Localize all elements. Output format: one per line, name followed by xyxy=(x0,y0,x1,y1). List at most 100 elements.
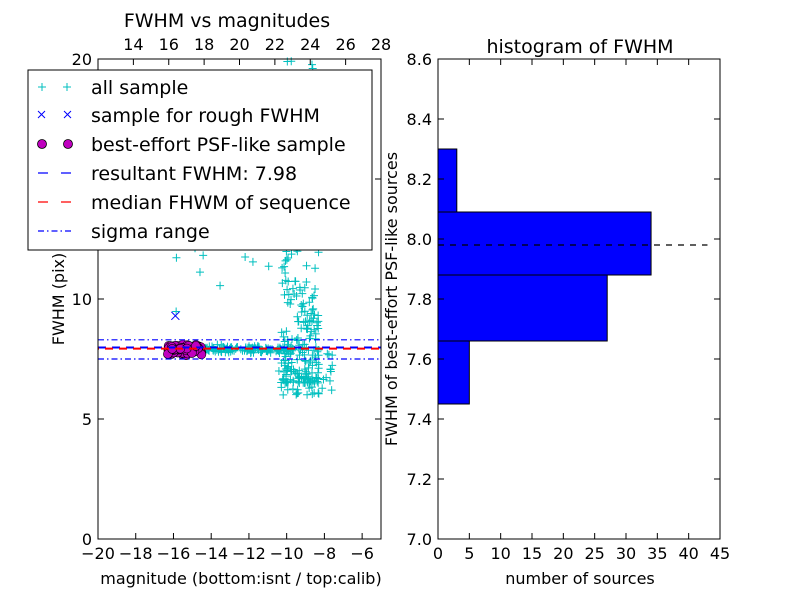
all-sample-point xyxy=(310,325,319,334)
all-sample-point xyxy=(216,281,225,290)
all-sample-point xyxy=(295,373,304,382)
all-sample-point xyxy=(172,253,181,262)
all-sample-point xyxy=(325,376,334,385)
all-sample-point xyxy=(311,264,320,273)
all-sample-point xyxy=(289,378,298,387)
all-sample-point xyxy=(288,385,297,394)
x-tick-label: −8 xyxy=(313,544,337,563)
x-tick-label: −14 xyxy=(194,544,228,563)
x-tick-label: −20 xyxy=(81,544,115,563)
all-sample-point xyxy=(286,350,295,359)
all-sample-point xyxy=(309,314,318,323)
x-tick-label: 35 xyxy=(647,544,667,563)
all-sample-point xyxy=(319,375,328,384)
all-sample-point xyxy=(297,324,306,333)
all-sample-point xyxy=(294,372,303,381)
all-sample-point xyxy=(172,307,181,316)
all-sample-point xyxy=(281,364,290,373)
all-sample-point xyxy=(264,262,273,271)
top-x-tick-label: 16 xyxy=(159,35,179,54)
all-sample-point xyxy=(308,293,317,302)
x-tick-label: 5 xyxy=(464,544,474,563)
histogram-bar xyxy=(437,274,608,342)
all-sample-point xyxy=(307,309,316,318)
top-x-tick-label: 28 xyxy=(371,35,391,54)
all-sample-point xyxy=(221,348,230,357)
all-sample-point xyxy=(294,317,303,326)
x-tick-label: 10 xyxy=(490,544,510,563)
all-sample-point xyxy=(305,358,314,367)
y-tick-label: 8.2 xyxy=(407,170,432,189)
all-sample-point xyxy=(288,335,297,344)
y-tick-label: 20 xyxy=(72,50,92,69)
scatter-reference-lines xyxy=(98,339,381,360)
all-sample-point xyxy=(291,277,300,286)
all-sample-point xyxy=(298,348,307,357)
y-tick-label: 7.4 xyxy=(407,410,432,429)
all-sample-point xyxy=(288,284,297,293)
y-tick-label: 7.6 xyxy=(407,350,432,369)
y-tick-label: 5 xyxy=(82,410,92,429)
x-tick-label: −10 xyxy=(270,544,304,563)
legend-entry-sigma-range: sigma range xyxy=(38,221,210,243)
all-sample-point xyxy=(314,389,323,398)
x-tick-label: 25 xyxy=(584,544,604,563)
y-tick-label: 8.6 xyxy=(407,50,432,69)
x-tick-label: 0 xyxy=(433,544,443,563)
y-tick-label: 7.0 xyxy=(407,530,432,549)
legend-label-psf-sample: best-effort PSF-like sample xyxy=(91,134,346,156)
histogram-bar xyxy=(437,148,458,213)
y-tick-label: 0 xyxy=(82,530,92,549)
all-sample-point xyxy=(304,363,313,372)
all-sample-point xyxy=(303,321,312,330)
all-sample-point xyxy=(314,389,323,398)
all-sample-point xyxy=(310,310,319,319)
all-sample-point xyxy=(292,390,301,399)
legend-circle-marker-icon xyxy=(37,139,47,149)
all-sample-point xyxy=(283,285,292,294)
all-sample-point xyxy=(302,277,311,286)
legend-box xyxy=(27,69,373,251)
all-sample-point xyxy=(195,268,204,277)
all-sample-point xyxy=(305,316,314,325)
all-sample-point xyxy=(312,373,321,382)
all-sample-point xyxy=(308,305,317,314)
all-sample-point xyxy=(307,383,316,392)
all-sample-point xyxy=(305,378,314,387)
all-sample-point xyxy=(328,361,337,370)
all-sample-point xyxy=(297,307,306,316)
legend-entry-psf-sample: best-effort PSF-like sample xyxy=(37,134,346,156)
all-sample-point xyxy=(277,383,286,392)
legend: all sample sample for rough FWHM best-ef… xyxy=(27,69,373,251)
all-sample-point xyxy=(311,353,320,362)
all-sample-point xyxy=(300,283,309,292)
all-sample-point xyxy=(282,327,291,336)
all-sample-point xyxy=(275,349,284,358)
legend-entry-rough-sample: sample for rough FWHM xyxy=(37,105,320,127)
x-tick-label: 20 xyxy=(553,544,573,563)
legend-label-resultant-fwhm: resultant FWHM: 7.98 xyxy=(91,163,297,185)
all-sample-point xyxy=(274,366,283,375)
legend-label-median-fwhm: median FHWM of sequence xyxy=(91,192,351,214)
all-sample-point xyxy=(311,284,320,293)
all-sample-point xyxy=(303,390,312,399)
legend-label-rough-sample: sample for rough FWHM xyxy=(91,105,320,127)
x-tick-label: 30 xyxy=(616,544,636,563)
all-sample-point xyxy=(293,336,302,345)
x-tick-label: 40 xyxy=(678,544,698,563)
all-sample-point xyxy=(287,250,296,259)
all-sample-point xyxy=(314,345,323,354)
x-tick-label: 45 xyxy=(710,544,730,563)
all-sample-point xyxy=(302,261,311,270)
x-tick-label: 15 xyxy=(522,544,542,563)
all-sample-point xyxy=(199,251,208,260)
all-sample-point xyxy=(278,263,287,272)
legend-circle-marker-icon xyxy=(63,139,73,149)
all-sample-point xyxy=(280,262,289,271)
legend-entry-median-fwhm: median FHWM of sequence xyxy=(38,192,351,214)
all-sample-point xyxy=(281,372,290,381)
scatter-x-axis-label: magnitude (bottom:isnt / top:calib) xyxy=(100,569,381,588)
scatter-panel: −20−18−16−14−12−10−8−6051015201416182022… xyxy=(27,10,391,588)
histogram-bar xyxy=(437,340,470,405)
all-sample-point xyxy=(277,328,286,337)
